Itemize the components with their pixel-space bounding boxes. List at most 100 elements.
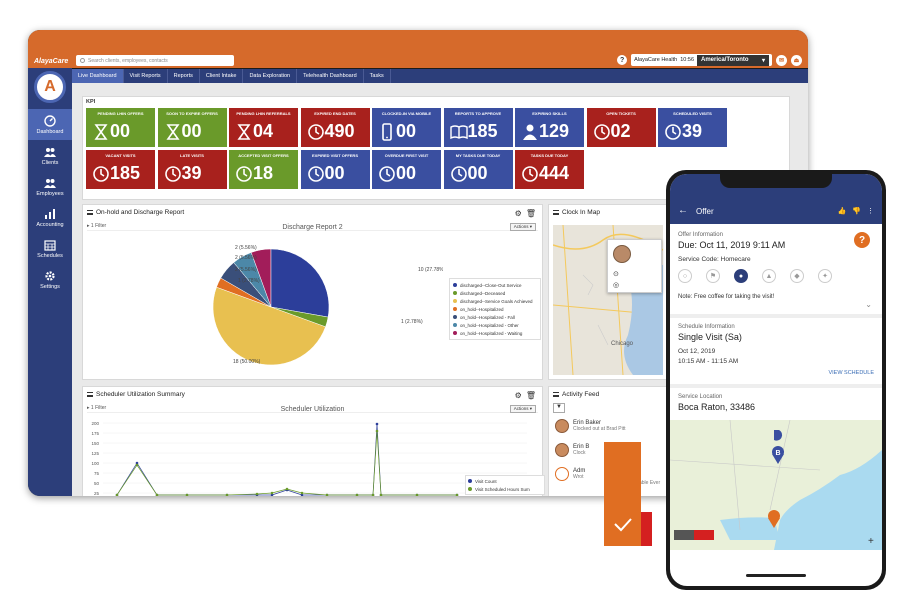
kpi-tile[interactable]: Expiring Skills 129 [515, 108, 584, 147]
menu-icon[interactable] [87, 210, 93, 215]
actions-dropdown[interactable]: Actions ▾ [509, 223, 536, 231]
kpi-tile[interactable]: Expired End Dates 490 [300, 108, 370, 147]
sidebar-item-employees[interactable]: Employees [28, 171, 72, 202]
data-point[interactable] [135, 463, 139, 467]
pie-slice[interactable] [270, 248, 330, 318]
location-map[interactable]: B + [670, 420, 882, 550]
data-point[interactable] [379, 493, 383, 496]
menu-icon[interactable] [553, 392, 559, 397]
filter-icon[interactable]: ▼ [553, 403, 565, 413]
panel-title: Scheduler Utilization Summary [87, 391, 185, 398]
kpi-tile[interactable]: Reports to Approve 185 [443, 108, 513, 147]
tab-reports[interactable]: Reports [168, 69, 200, 83]
actions-dropdown[interactable]: Actions ▾ [509, 405, 536, 413]
trash-icon[interactable]: 🗑 [525, 209, 536, 218]
data-point[interactable] [255, 492, 259, 496]
kpi-tile[interactable]: Scheduled Visits 39 [658, 108, 727, 147]
sidebar-item-settings[interactable]: Settings [28, 264, 72, 295]
gear-icon [45, 270, 55, 281]
kpi-tile[interactable]: Vacant Visits 185 [86, 150, 155, 189]
data-point[interactable] [371, 493, 375, 496]
tab-telehealth-dashboard[interactable]: Telehealth Dashboard [297, 69, 364, 83]
option-icon[interactable]: ◆ [790, 269, 804, 283]
data-point[interactable] [115, 493, 119, 496]
pie-slice[interactable] [233, 252, 272, 308]
data-point[interactable] [375, 429, 379, 433]
option-icon[interactable]: ✦ [818, 269, 832, 283]
help-icon[interactable]: ? [854, 232, 870, 248]
data-point[interactable] [375, 422, 379, 426]
tab-client-intake[interactable]: Client Intake [200, 69, 244, 83]
app-logo[interactable]: AlayaCare [34, 58, 69, 65]
data-point[interactable] [185, 493, 189, 496]
option-icon[interactable]: ○ [678, 269, 692, 283]
chevron-down-icon[interactable]: ⌄ [865, 300, 872, 309]
tab-tasks[interactable]: Tasks [364, 69, 391, 83]
flag-icon[interactable]: ⚑ [706, 269, 720, 283]
data-point[interactable] [325, 493, 329, 496]
kpi-value: 00 [110, 121, 131, 141]
data-point[interactable] [270, 491, 274, 495]
tab-live-dashboard[interactable]: Live Dashboard [72, 69, 124, 83]
kpi-tile[interactable]: Accepted Visit Offers 18 [229, 150, 298, 189]
menu-icon[interactable] [87, 392, 93, 397]
data-point[interactable] [225, 493, 229, 496]
map-user-card[interactable]: ⊙ ◎ [607, 239, 662, 293]
sidebar-item-dashboard[interactable]: Dashboard [28, 109, 72, 140]
help-icon[interactable]: ? [617, 55, 628, 65]
kpi-tile[interactable]: Soon to Expire Offers 00 [157, 108, 227, 147]
sidebar-item-clients[interactable]: Clients [28, 140, 72, 171]
tab-data-exploration[interactable]: Data Exploration [243, 69, 298, 83]
mail-icon[interactable]: ✉ [776, 54, 787, 66]
thumbs-down-icon[interactable]: 👎 [852, 208, 861, 215]
trash-icon[interactable]: 🗑 [525, 391, 536, 400]
kpi-tile[interactable]: Overdue First Visit 00 [372, 150, 441, 189]
data-point[interactable] [285, 487, 289, 491]
location-icon: ◎ [613, 282, 620, 289]
kpi-tile[interactable]: Late Visits 39 [157, 150, 227, 189]
offer-due: Due: Oct 11, 2019 9:11 AM [678, 240, 786, 250]
timezone-select[interactable]: America/Toronto ▾ [697, 54, 769, 66]
list-item[interactable]: Erin B Clock [555, 443, 589, 457]
pie-slice[interactable] [212, 286, 326, 366]
activity-name: Erin Baker [573, 420, 602, 426]
kpi-tile[interactable]: My Tasks Due Today 00 [443, 150, 513, 189]
activity-panel-title: Activity Feed [562, 391, 600, 398]
data-point[interactable] [270, 493, 274, 496]
data-point[interactable] [355, 493, 359, 496]
agency-selector[interactable]: AlayaCare Health 10:56 America/Toronto ▾ [631, 54, 772, 66]
data-point[interactable] [455, 493, 459, 496]
view-schedule-link[interactable]: VIEW SCHEDULE [828, 370, 874, 376]
data-point[interactable] [155, 493, 159, 496]
visit-time: 10:15 AM - 11:15 AM [678, 358, 739, 365]
tab-visit-reports[interactable]: Visit Reports [124, 69, 168, 83]
gear-icon[interactable]: ⚙ [514, 209, 522, 218]
thumbs-up-icon[interactable]: 👍 [837, 208, 847, 215]
sidebar-item-accounting[interactable]: Accounting [28, 202, 72, 233]
filter-toggle[interactable]: ▸ 1 Filter [87, 223, 107, 229]
scheduler-panel-title: Scheduler Utilization Summary [96, 391, 185, 398]
kpi-tile[interactable]: Open Tickets 02 [586, 108, 656, 147]
more-icon[interactable]: ⋮ [867, 208, 874, 215]
logout-icon[interactable]: ⏏ [791, 54, 802, 66]
sidebar-logo[interactable]: A [34, 71, 66, 103]
list-item[interactable]: Adm Wrot [555, 467, 585, 481]
data-point[interactable] [135, 461, 139, 465]
kpi-tile[interactable]: Clocked-In via Mobile 00 [372, 108, 441, 147]
kpi-tile[interactable]: Tasks Due Today 444 [515, 150, 584, 189]
data-point[interactable] [300, 491, 304, 495]
kpi-tile[interactable]: Expired Visit Offers 00 [300, 150, 370, 189]
filter-toggle[interactable]: ▸ 1 Filter [87, 405, 107, 411]
kpi-tile[interactable]: Pending LHIN Referrals 04 [229, 108, 298, 147]
option-icon[interactable]: ▲ [762, 269, 776, 283]
sidebar-item-schedules[interactable]: Schedules [28, 233, 72, 264]
list-item[interactable]: Erin Baker Clocked out at Brad Pitt [555, 419, 626, 433]
menu-icon[interactable] [553, 210, 559, 215]
selected-option-icon[interactable]: ● [734, 269, 748, 283]
data-point[interactable] [300, 493, 304, 496]
kpi-tile[interactable]: Pending LHIN Offers 00 [86, 108, 155, 147]
data-point[interactable] [415, 493, 419, 496]
back-arrow-icon[interactable]: ← [678, 205, 688, 216]
gear-icon[interactable]: ⚙ [514, 391, 522, 400]
search-input[interactable]: Search clients, employees, contacts [76, 55, 234, 66]
